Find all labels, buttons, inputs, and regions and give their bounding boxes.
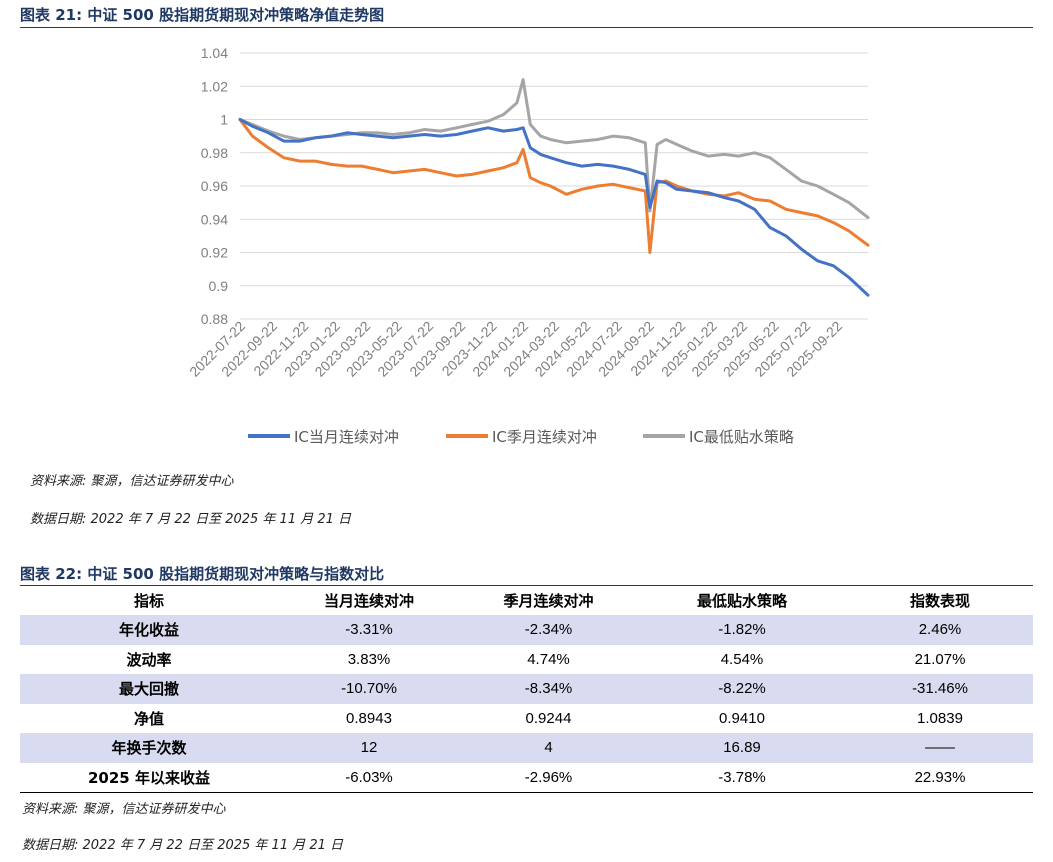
table-cell: 0.9410 (719, 709, 765, 727)
figure-22-title: 图表 22: 中证 500 股指期货期现对冲策略与指数对比 (20, 565, 385, 583)
row-label: 最大回撤 (20, 674, 278, 704)
table-row: 波动率 3.83% 4.74% 4.54% 21.07% (20, 645, 1033, 675)
figure-22-date-note: 数据日期: 2022 年 7 月 22 日至 2025 年 11 月 21 日 (22, 838, 344, 853)
table-cell: 16.89 (637, 733, 847, 763)
table-cell: 4 (460, 733, 637, 763)
table-cell: 0.8943 (346, 709, 392, 727)
table-cell: 22.93% (847, 762, 1033, 793)
net-value-line-chart: 1.04 1.02 1 0.98 0.96 0.94 0.92 0.9 0.88 2022-07… (186, 45, 870, 446)
table-cell: -6.03% (278, 762, 460, 793)
table-cell: -2.34% (460, 615, 637, 645)
chart-series (238, 78, 870, 297)
row-label: 2025 年以来收益 (20, 762, 278, 793)
series-line-0 (238, 118, 870, 297)
figure-22-title-rule (20, 585, 1033, 586)
table-cell: 21.07% (914, 650, 966, 668)
row-label: 净值 (133, 709, 164, 728)
legend-label: IC季月连续对冲 (492, 428, 597, 446)
table-row: 最大回撤 -10.70% -8.34% -8.22% -31.46% (20, 674, 1033, 704)
table-cell: 4.54% (720, 650, 764, 668)
row-label: 年化收益 (20, 615, 278, 645)
y-tick-label: 0.92 (201, 245, 228, 261)
chart-gridlines (240, 52, 868, 320)
table-row: 净值 0.8943 0.9244 0.9410 1.0839 (20, 704, 1033, 734)
table-cell: 12 (278, 733, 460, 763)
table-cell: -10.70% (278, 674, 460, 704)
table-cell: -3.31% (278, 615, 460, 645)
series-line-1 (238, 118, 870, 254)
table-cell: -2.96% (460, 762, 637, 793)
figure-21-source: 资料来源: 聚源，信达证券研发中心 (30, 474, 234, 489)
table-cell: 1.0839 (917, 709, 963, 727)
y-tick-label: 1 (220, 112, 228, 128)
table-cell: -8.34% (460, 674, 637, 704)
table-cell: 0.9244 (525, 709, 572, 727)
table-cell: -8.22% (637, 674, 847, 704)
y-tick-label: 0.94 (201, 211, 228, 227)
figure-21-title: 图表 21: 中证 500 股指期货期现对冲策略净值走势图 (20, 6, 385, 24)
legend-label: IC当月连续对冲 (294, 428, 399, 446)
y-tick-label: 1.04 (201, 45, 228, 61)
table-cell: -31.46% (847, 674, 1033, 704)
table-row: 2025 年以来收益 -6.03% -2.96% -3.78% 22.93% (20, 762, 1033, 793)
y-tick-label: 0.96 (201, 178, 228, 194)
table-cell: -3.78% (637, 762, 847, 793)
table-cell: -1.82% (637, 615, 847, 645)
y-tick-label: 0.88 (201, 311, 228, 327)
chart-legend: IC当月连续对冲 IC季月连续对冲 IC最低贴水策略 (248, 428, 794, 446)
table-row: 年化收益 -3.31% -2.34% -1.82% 2.46% (20, 615, 1033, 645)
table-header-row: 指标 当月连续对冲 季月连续对冲 最低贴水策略 指数表现 (20, 586, 1033, 615)
figure-21-date-note: 数据日期: 2022 年 7 月 22 日至 2025 年 11 月 21 日 (30, 512, 352, 527)
row-label: 波动率 (126, 650, 172, 669)
comparison-table: 指标 当月连续对冲 季月连续对冲 最低贴水策略 指数表现 年化收益 -3.31%… (20, 586, 1033, 793)
header-quarterly-hedge: 季月连续对冲 (503, 592, 594, 610)
legend-label: IC最低贴水策略 (689, 428, 794, 446)
x-axis-tick-labels: 2022-07-222022-09-222022-11-222023-01-22… (186, 318, 845, 380)
table-row: 年换手次数 12 4 16.89 —— (20, 733, 1033, 763)
y-tick-label: 1.02 (201, 78, 228, 94)
table-cell: —— (847, 733, 1033, 763)
header-min-discount: 最低贴水策略 (696, 592, 787, 610)
figure-22-source: 资料来源: 聚源，信达证券研发中心 (22, 802, 226, 817)
table-cell: 2.46% (847, 615, 1033, 645)
table-cell: 4.74% (527, 650, 570, 668)
table-cell: 3.83% (347, 650, 391, 668)
row-label: 年换手次数 (20, 733, 278, 763)
header-monthly-hedge: 当月连续对冲 (323, 592, 414, 610)
y-tick-label: 0.9 (209, 278, 229, 294)
series-line-2 (238, 78, 870, 220)
header-metric: 指标 (133, 592, 164, 610)
header-index: 指数表现 (909, 592, 970, 610)
y-tick-label: 0.98 (201, 145, 228, 161)
y-axis-tick-labels: 1.04 1.02 1 0.98 0.96 0.94 0.92 0.9 0.88 (201, 45, 228, 327)
figure-21-title-rule (20, 27, 1033, 28)
